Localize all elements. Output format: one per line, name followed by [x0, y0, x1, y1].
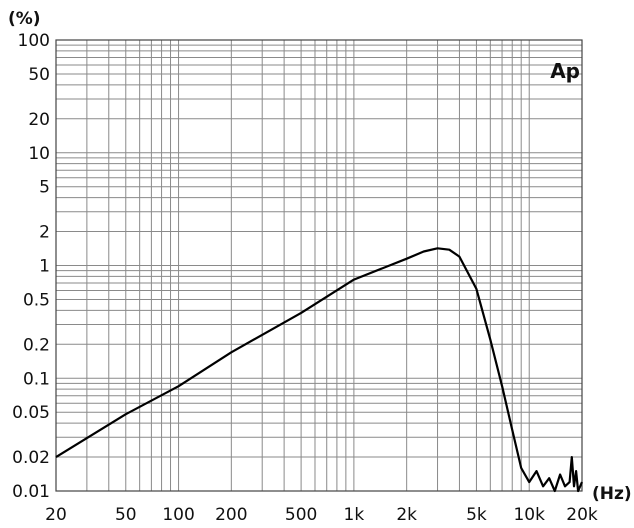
y-tick-label: 0.2: [23, 335, 50, 355]
plot-frame: [55, 39, 583, 492]
x-tick-label: 10k: [513, 505, 545, 525]
y-tick-label: 0.02: [12, 448, 50, 468]
y-tick-label: 2: [39, 223, 50, 243]
x-tick-label: 100: [162, 505, 194, 525]
x-tick-label: 200: [215, 505, 247, 525]
y-tick-labels: 100 50 20 10 5 2 1 0.5 0.2 0.1 0.05 0.02 0.01: [12, 31, 50, 502]
y-tick-label: 0.01: [12, 482, 50, 502]
x-tick-labels: 20 50 100 200 500 1k 2k 5k 10k 20k: [45, 505, 598, 525]
x-tick-label: 1k: [344, 505, 365, 525]
y-axis-unit-label: (%): [8, 9, 41, 29]
x-tick-label: 500: [285, 505, 317, 525]
x-tick-label: 20k: [566, 505, 598, 525]
y-tick-label: 10: [28, 144, 50, 164]
grid-lines: [55, 40, 583, 492]
x-tick-label: 2k: [396, 505, 417, 525]
y-tick-label: 0.1: [23, 369, 50, 389]
y-tick-label: 5: [39, 178, 50, 198]
y-tick-label: 0.05: [12, 403, 50, 423]
ap-annotation: Ap: [550, 59, 580, 83]
y-tick-label: 0.5: [23, 290, 50, 310]
y-tick-label: 100: [18, 31, 50, 51]
y-tick-label: 50: [28, 65, 50, 85]
series-line: [55, 247, 584, 493]
y-tick-label: 1: [39, 257, 50, 277]
x-tick-label: 5k: [466, 505, 487, 525]
x-axis-unit-label: (Hz): [592, 484, 632, 504]
x-tick-label: 20: [45, 505, 67, 525]
y-tick-label: 20: [28, 110, 50, 130]
x-tick-label: 50: [115, 505, 137, 525]
